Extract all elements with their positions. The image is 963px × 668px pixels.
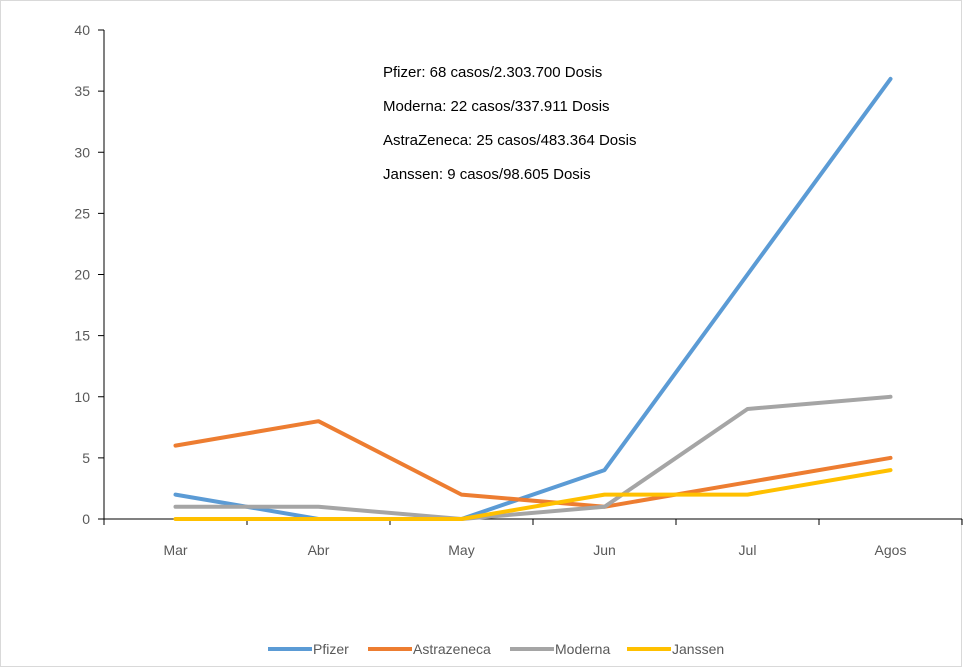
legend-item-astrazeneca: Astrazeneca [368,641,491,657]
legend: Pfizer Astrazeneca Moderna Janssen [268,641,724,657]
legend-item-moderna: Moderna [510,641,610,657]
series-line-janssen [173,468,893,521]
legend-item-pfizer: Pfizer [268,641,349,657]
y-tick-label: 40 [74,22,90,38]
x-tick-label: Jul [739,542,757,558]
x-axis: Mar Abr May Jun Jul Agos [103,518,963,558]
x-tick-label: Abr [308,542,330,558]
y-tick-label: 20 [74,267,90,283]
annotation-block: Pfizer: 68 casos/2.303.700 Dosis Moderna:… [383,64,636,183]
legend-label: Moderna [555,641,610,657]
series-line-moderna [173,394,893,521]
x-tick-label: Jun [593,542,616,558]
series-layer [173,76,893,521]
annotation-line: Moderna: 22 casos/337.911 Dosis [383,98,610,115]
annotation-line: Pfizer: 68 casos/2.303.700 Dosis [383,64,602,81]
legend-label: Astrazeneca [413,641,491,657]
series-line-astrazeneca [173,419,893,509]
y-tick-label: 15 [74,328,90,344]
x-tick-label: Mar [163,542,187,558]
annotation-line: AstraZeneca: 25 casos/483.364 Dosis [383,132,636,149]
y-axis: 0 5 10 15 20 25 30 35 40 [74,22,105,527]
x-tick-label: Agos [875,542,907,558]
y-tick-label: 25 [74,205,90,221]
legend-label: Pfizer [313,641,349,657]
x-tick-label: May [448,542,474,558]
y-tick-label: 35 [74,83,90,99]
y-tick-label: 10 [74,389,90,405]
series-line-pfizer [173,76,893,521]
y-tick-label: 0 [82,511,90,527]
y-tick-label: 30 [74,144,90,160]
legend-label: Janssen [672,641,724,657]
annotation-line: Janssen: 9 casos/98.605 Dosis [383,166,591,183]
y-tick-label: 5 [82,450,90,466]
legend-item-janssen: Janssen [627,641,724,657]
